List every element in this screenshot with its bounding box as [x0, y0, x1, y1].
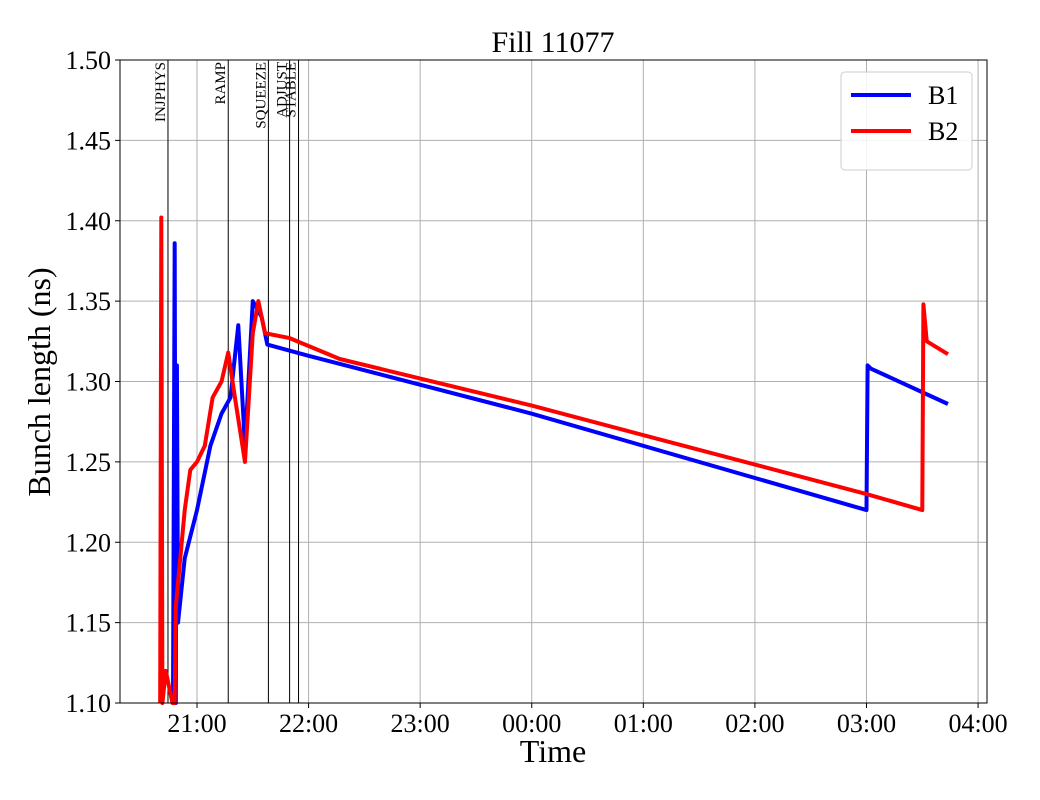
y-tick-label: 1.40	[66, 207, 112, 236]
legend-label: B2	[928, 117, 958, 146]
x-tick-label: 23:00	[391, 709, 450, 738]
x-tick-label: 21:00	[167, 709, 226, 738]
y-tick-label: 1.15	[66, 609, 112, 638]
y-tick-label: 1.30	[66, 368, 112, 397]
y-tick-label: 1.35	[66, 287, 112, 316]
x-tick-label: 22:00	[279, 709, 338, 738]
y-tick-label: 1.20	[66, 528, 112, 557]
y-tick-label: 1.50	[66, 46, 112, 75]
plot-frame	[119, 59, 988, 704]
x-tick-label: 02:00	[725, 709, 784, 738]
phase-label: STABLE	[284, 62, 300, 117]
y-tick-label: 1.45	[66, 126, 112, 155]
series-line	[158, 215, 949, 705]
x-axis-label: Time	[520, 733, 586, 769]
series-line	[171, 241, 949, 705]
phase-label: RAMP	[213, 62, 229, 105]
phase-label: ADJUST	[275, 62, 291, 118]
chart-title: Fill 11077	[491, 26, 614, 59]
x-tick-label: 03:00	[837, 709, 896, 738]
y-tick-label: 1.25	[66, 448, 112, 477]
x-tick-label: 00:00	[502, 709, 561, 738]
y-axis-label: Bunch length (ns)	[21, 267, 57, 496]
y-tick-label: 1.10	[66, 689, 112, 718]
phase-label: SQUEEZE	[253, 62, 269, 129]
phase-label: INJPHYS	[153, 62, 169, 122]
x-tick-label: 04:00	[948, 709, 1007, 738]
legend-label: B1	[928, 81, 958, 110]
x-tick-label: 01:00	[614, 709, 673, 738]
